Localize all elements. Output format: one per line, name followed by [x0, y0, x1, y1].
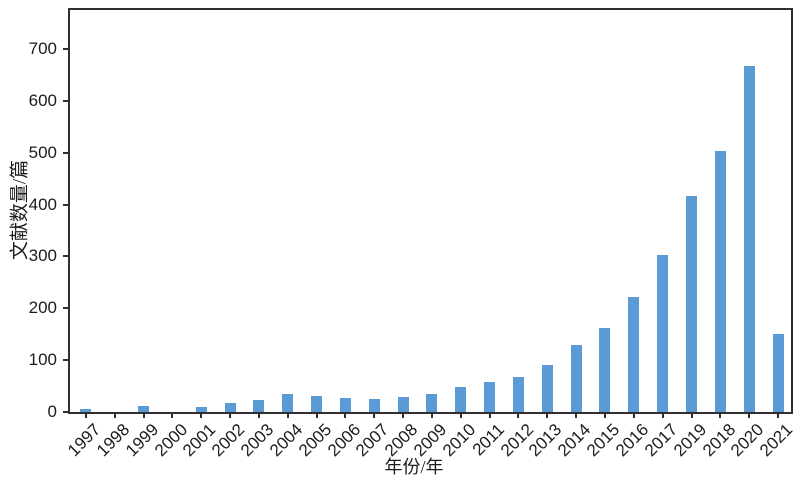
x-tick-mark: [661, 412, 664, 418]
y-tick-mark: [63, 359, 70, 362]
y-tick-label: 400: [28, 194, 57, 214]
x-tick-mark: [459, 412, 462, 418]
y-tick-mark: [63, 203, 70, 206]
y-tick-label: 600: [28, 90, 57, 110]
x-tick-mark: [286, 412, 289, 418]
y-tick-label: 300: [28, 246, 57, 266]
x-tick-mark: [690, 412, 693, 418]
x-tick-mark: [748, 412, 751, 418]
x-tick-mark: [113, 412, 116, 418]
x-tick-mark: [344, 412, 347, 418]
x-tick-mark: [632, 412, 635, 418]
y-axis-title: 文献数量/篇: [9, 159, 31, 261]
x-tick-mark: [603, 412, 606, 418]
bar-2021: [772, 333, 784, 412]
x-tick-mark: [373, 412, 376, 418]
bar-2015: [599, 327, 611, 412]
plot-area: 0 100 200 300 400 500 600 700 1997 1998 1999 2000 2…: [29, 8, 796, 460]
y-tick-mark: [63, 47, 70, 50]
bar-2006: [339, 398, 351, 412]
y-tick-label: 200: [28, 298, 57, 318]
bar-2017: [657, 254, 669, 412]
y-tick-label: 700: [28, 38, 57, 58]
x-tick-mark: [142, 412, 145, 418]
bar-1997: [80, 409, 92, 412]
x-tick-mark: [430, 412, 433, 418]
y-tick-mark: [63, 99, 70, 102]
bar-2011: [484, 381, 496, 412]
x-tick-mark: [517, 412, 520, 418]
y-tick-label: 0: [47, 402, 57, 421]
bar-2013: [541, 364, 553, 412]
x-tick-mark: [575, 412, 578, 418]
x-tick-mark: [719, 412, 722, 418]
bar-2018: [714, 151, 726, 412]
bar-2008: [397, 396, 409, 412]
bar-2002: [224, 403, 236, 412]
bar-2007: [368, 399, 380, 412]
bar-2003: [253, 400, 265, 412]
x-tick-mark: [229, 412, 232, 418]
bar-2012: [512, 376, 524, 412]
bar-1999: [138, 405, 150, 412]
y-tick-label: 500: [28, 142, 57, 162]
y-tick-mark: [63, 411, 70, 413]
y-tick-mark: [63, 307, 70, 310]
x-tick-mark: [546, 412, 549, 418]
x-tick-mark: [488, 412, 491, 418]
bar-2001: [195, 406, 207, 412]
x-tick-mark: [257, 412, 260, 418]
bar-2010: [455, 386, 467, 412]
bar-2005: [311, 395, 323, 412]
bar-2019: [686, 195, 697, 412]
x-tick-mark: [777, 412, 780, 418]
y-tick-mark: [63, 151, 70, 154]
x-tick-mark: [200, 412, 203, 418]
x-tick-mark: [84, 412, 87, 418]
bar-2004: [282, 393, 294, 412]
y-tick-label: 100: [28, 350, 57, 370]
bar-2016: [628, 296, 640, 412]
bar-2020: [743, 66, 755, 412]
x-tick-mark: [402, 412, 405, 418]
bar-2014: [570, 344, 582, 412]
x-tick-mark: [171, 412, 174, 418]
x-axis-title: 年份/年: [384, 457, 444, 477]
x-tick-mark: [315, 412, 318, 418]
y-tick-mark: [63, 255, 70, 258]
bar-2009: [426, 393, 438, 412]
